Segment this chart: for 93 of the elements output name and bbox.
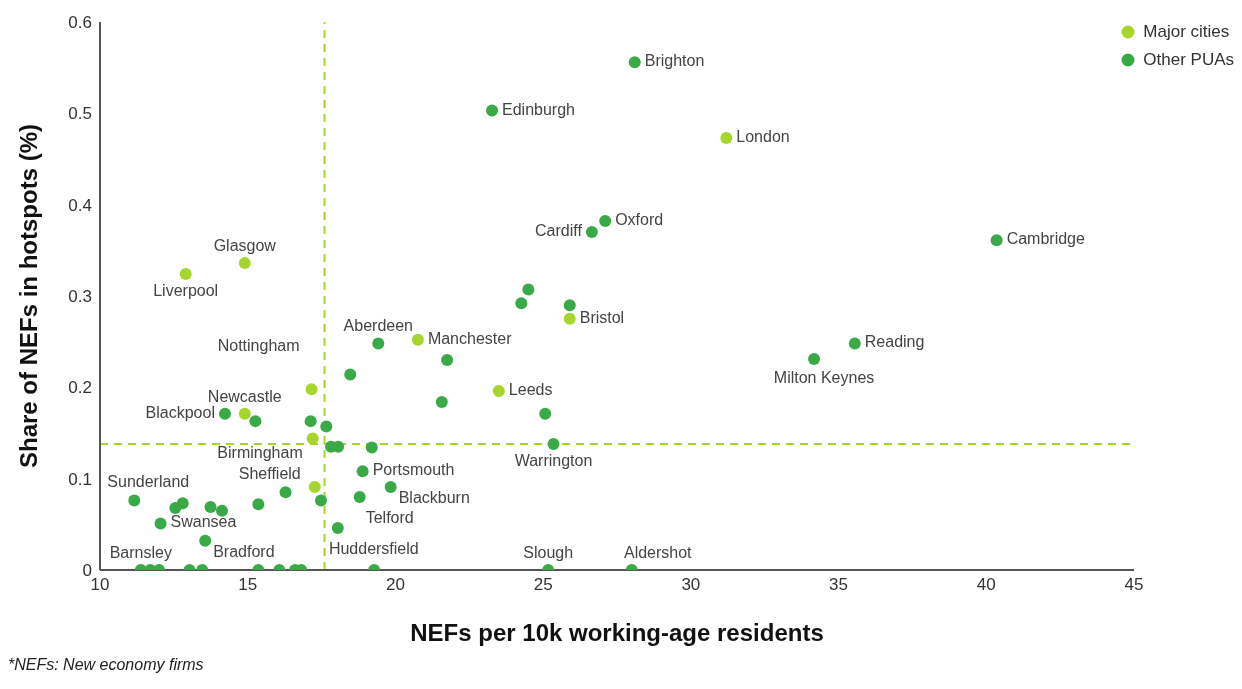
data-label: Reading xyxy=(864,333,925,351)
point xyxy=(563,299,576,312)
text: *NEFs: New economy firms xyxy=(8,656,205,674)
y-tick-label: 0.3 xyxy=(68,287,92,307)
point xyxy=(441,353,454,366)
point xyxy=(218,407,231,420)
data-label: Bristol xyxy=(579,308,625,326)
point xyxy=(539,407,552,420)
point xyxy=(808,353,821,366)
data-label: Aberdeen xyxy=(343,317,413,335)
data-label: London xyxy=(736,127,790,145)
x-tick-label: 35 xyxy=(829,575,849,595)
point xyxy=(179,268,192,281)
point xyxy=(372,337,385,350)
data-label: Brighton xyxy=(644,52,705,70)
point xyxy=(204,500,217,513)
data-label: Manchester xyxy=(427,329,513,347)
data-label: Leeds xyxy=(508,380,553,398)
data-label: Bradford xyxy=(213,542,275,560)
x-tick-label: 20 xyxy=(385,575,405,595)
x-axis-title: NEFs per 10k working-age residents xyxy=(410,619,824,647)
point xyxy=(848,337,861,350)
point xyxy=(515,297,528,310)
data-label: Portsmouth xyxy=(372,461,455,479)
data-label: Newcastle xyxy=(207,387,282,405)
point xyxy=(252,498,265,511)
point xyxy=(990,234,1003,247)
data-label: Glasgow xyxy=(213,237,277,255)
point xyxy=(305,383,318,396)
point xyxy=(486,104,499,117)
point xyxy=(628,56,641,69)
point xyxy=(304,415,317,428)
data-label: Sunderland xyxy=(107,472,190,490)
point xyxy=(199,534,212,547)
data-label: Blackpool xyxy=(145,403,215,421)
data-label: Birmingham xyxy=(217,444,303,462)
data-label: Slough xyxy=(523,544,574,561)
point xyxy=(279,486,292,499)
point xyxy=(411,333,424,346)
point xyxy=(492,384,505,397)
data-label: Huddersfield xyxy=(328,539,419,557)
y-tick-label: 0.1 xyxy=(68,469,92,489)
x-tick-label: 40 xyxy=(976,575,996,595)
point xyxy=(384,480,397,493)
data-label: Cambridge xyxy=(1006,230,1085,248)
data-label: Warrington xyxy=(514,451,593,469)
point xyxy=(169,501,182,514)
point xyxy=(547,437,560,450)
point xyxy=(344,368,357,381)
data-label: Milton Keynes xyxy=(773,369,875,387)
point xyxy=(128,494,141,507)
legend-label: Other PUAs xyxy=(1143,49,1234,71)
data-label: Barnsley xyxy=(109,544,172,561)
point xyxy=(720,131,733,144)
point xyxy=(320,420,333,433)
x-tick-label: 15 xyxy=(238,575,258,595)
y-tick-label: 0.5 xyxy=(68,104,92,124)
point xyxy=(331,521,344,534)
point xyxy=(585,226,598,239)
point xyxy=(599,215,612,228)
data-label: Liverpool xyxy=(153,282,219,300)
y-tick-label: 0.6 xyxy=(68,13,92,33)
x-tick-label: 30 xyxy=(681,575,701,595)
point xyxy=(238,257,251,270)
data-label: Telford xyxy=(365,508,414,526)
data-label: Aldershot xyxy=(623,544,693,561)
point xyxy=(356,465,369,478)
data-label: Nottingham xyxy=(217,337,300,355)
point xyxy=(522,283,535,296)
y-tick-label: 0 xyxy=(82,561,92,581)
point xyxy=(563,312,576,325)
point xyxy=(314,494,327,507)
x-tick-label: 10 xyxy=(90,575,110,595)
data-label: Oxford xyxy=(615,211,664,229)
data-label: Cardiff xyxy=(535,222,583,240)
point xyxy=(154,517,167,530)
point xyxy=(249,415,262,428)
x-tick-label: 45 xyxy=(1124,575,1144,595)
data-label: Sheffield xyxy=(238,464,301,482)
point xyxy=(353,490,366,503)
point xyxy=(238,407,251,420)
y-tick-label: 0.4 xyxy=(68,195,92,215)
x-tick-label: 25 xyxy=(533,575,553,595)
point xyxy=(306,432,319,445)
point xyxy=(365,441,378,454)
legend-label: Major cities xyxy=(1143,21,1230,43)
data-label: Edinburgh xyxy=(502,100,575,118)
data-label: Blackburn xyxy=(398,488,470,506)
y-tick-label: 0.2 xyxy=(68,378,92,398)
y-axis-title: Share of NEFs in hotspots (%) xyxy=(14,123,42,469)
point xyxy=(308,480,321,493)
point xyxy=(435,395,448,408)
data-label: Swansea xyxy=(170,513,237,531)
